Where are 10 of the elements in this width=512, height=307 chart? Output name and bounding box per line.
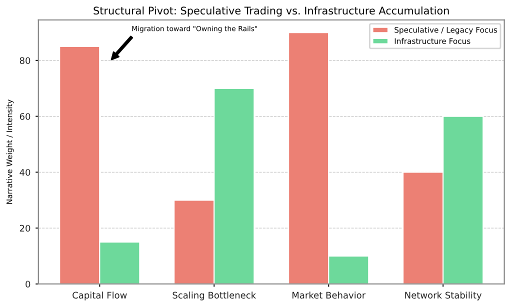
y-tick-label: 60 bbox=[20, 113, 30, 120]
x-tick-label: Capital Flow bbox=[72, 292, 127, 300]
y-tick-label: 80 bbox=[20, 57, 30, 64]
y-tick-label: 0 bbox=[26, 280, 30, 288]
x-tick-label: Network Stability bbox=[405, 292, 482, 300]
chart-title: Structural Pivot: Speculative Trading vs. Infrastructure Accumulation bbox=[94, 6, 449, 17]
x-tick-label: Scaling Bottleneck bbox=[172, 292, 256, 300]
y-tick-label: 20 bbox=[20, 224, 30, 232]
x-tick-label: Market Behavior bbox=[292, 292, 366, 299]
y-tick-label: 40 bbox=[20, 168, 30, 176]
